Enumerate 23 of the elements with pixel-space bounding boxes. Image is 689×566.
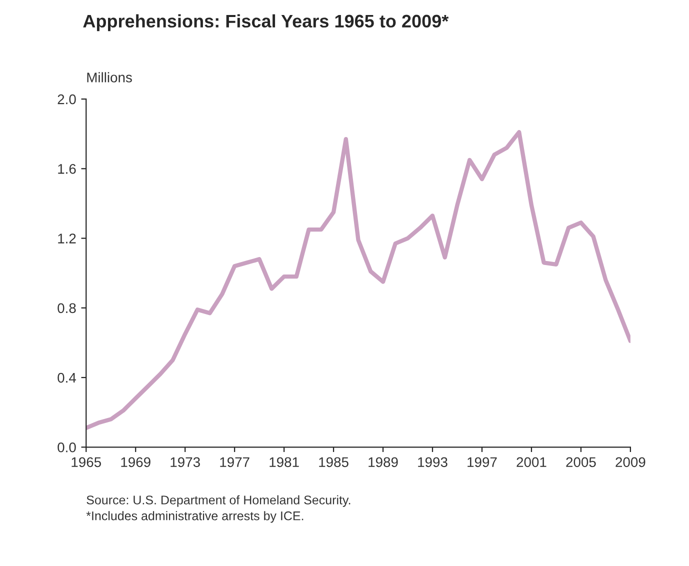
y-tick-label: 2.0 xyxy=(58,94,76,104)
x-tick-label: 2009 xyxy=(616,457,646,468)
x-tick-label: 1981 xyxy=(270,457,299,468)
x-tick-label: 1989 xyxy=(368,457,398,468)
line-series xyxy=(86,130,630,430)
source-note: Source: U.S. Department of Homeland Security. xyxy=(86,495,350,507)
x-tick-label: 1993 xyxy=(418,457,448,468)
y-tick-label: 0.0 xyxy=(58,442,76,452)
y-tick-label: 1.6 xyxy=(58,164,76,174)
y-tick-label: 0.8 xyxy=(58,303,76,314)
x-tick-label: 1965 xyxy=(72,457,101,468)
y-axis-title: Millions xyxy=(87,72,132,82)
x-tick-label: 2001 xyxy=(516,457,546,468)
x-tick-label: 1969 xyxy=(121,457,150,468)
x-tick-label: 1997 xyxy=(468,457,497,468)
y-tick-label: 0.4 xyxy=(58,372,76,383)
x-tick-label: 1977 xyxy=(220,457,250,468)
y-tick-label: 1.2 xyxy=(58,234,76,244)
chart-title: Apprehensions: Fiscal Years 1965 to 2009* xyxy=(83,14,449,32)
x-tick-label: 1973 xyxy=(170,457,200,468)
x-tick-label: 2005 xyxy=(566,457,596,468)
x-tick-label: 1985 xyxy=(319,457,348,468)
text: *Includes administrative arrests by ICE. xyxy=(86,511,304,523)
